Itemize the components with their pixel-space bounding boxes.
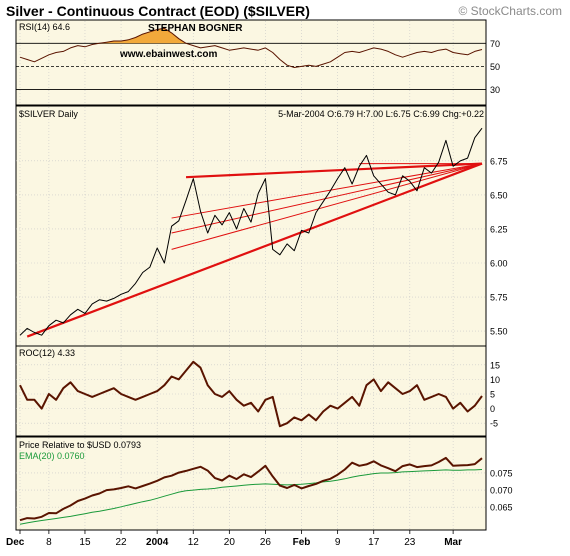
x-tick-label: 20 — [224, 537, 236, 548]
roc-panel — [15, 345, 487, 437]
trend-line — [171, 163, 483, 234]
x-tick-label: Dec — [6, 537, 25, 548]
x-tick-label: 2004 — [146, 537, 169, 548]
y-tick-label: 5 — [490, 390, 495, 400]
rsi-line — [19, 27, 483, 68]
roc-label: ROC(12) 4.33 — [19, 348, 75, 358]
stockcharts-watermark: © StockCharts.com — [458, 4, 562, 18]
trend-line — [171, 163, 483, 250]
price-panel — [15, 105, 487, 347]
x-tick-label: 26 — [260, 537, 272, 548]
y-tick-label: 10 — [490, 375, 500, 385]
price-ohlc: 5-Mar-2004 O:6.79 H:7.00 L:6.75 C:6.99 C… — [278, 109, 484, 119]
x-tick-label: 22 — [116, 537, 128, 548]
y-tick-label: 15 — [490, 360, 500, 370]
rsi-tick-label: 50 — [490, 62, 500, 72]
y-tick-label: 5.75 — [490, 293, 508, 303]
relative-label: Price Relative to $USD 0.0793 — [19, 440, 141, 450]
rsi-tick-label: 30 — [490, 85, 500, 95]
chart-title: Silver - Continuous Contract (EOD) ($SIL… — [6, 3, 310, 19]
x-tick-label: 23 — [404, 537, 416, 548]
x-tick-label: Mar — [444, 537, 462, 548]
relative-panel — [15, 436, 487, 531]
y-tick-label: 6.25 — [490, 224, 508, 234]
x-tick-label: 15 — [79, 537, 91, 548]
x-tick-label: 17 — [368, 537, 380, 548]
rsi-annotation-url: www.ebainwest.com — [119, 49, 218, 60]
rsi-overbought-fill — [99, 28, 186, 44]
y-tick-label: 0 — [490, 404, 495, 414]
series-layer — [16, 27, 486, 525]
price-line — [19, 127, 483, 336]
y-tick-label: 6.00 — [490, 259, 508, 269]
x-tick-label: 12 — [188, 537, 200, 548]
rsi-annotation-name: STEPHAN BOGNER — [148, 23, 243, 34]
rsi-panel — [15, 19, 487, 106]
y-tick-label: 6.50 — [490, 190, 508, 200]
y-tick-label: 0.075 — [490, 468, 513, 478]
y-tick-label: 6.75 — [490, 156, 508, 166]
x-tick-label: 9 — [335, 537, 341, 548]
ema-line — [19, 469, 483, 525]
y-tick-label: 0.065 — [490, 503, 513, 513]
trend-line — [185, 162, 483, 179]
x-axis: Dec 8 15 22 2004 12 20 26 Feb 9 17 23 Mar — [6, 530, 462, 548]
y-tick-label: 0.070 — [490, 486, 513, 496]
relative-ema-label: EMA(20) 0.0760 — [19, 451, 85, 461]
x-tick-label: Feb — [293, 537, 311, 548]
trend-line — [26, 162, 483, 338]
grid-layer: 7050306.756.506.256.005.755.50151050-50.… — [16, 21, 513, 529]
y-tick-label: -5 — [490, 419, 498, 429]
x-tick-label: 8 — [46, 537, 52, 548]
relative-line — [19, 456, 483, 522]
roc-line — [19, 360, 483, 428]
rsi-tick-label: 70 — [490, 39, 500, 49]
price-label: $SILVER Daily — [19, 109, 78, 119]
y-tick-label: 5.50 — [490, 327, 508, 337]
rsi-label: RSI(14) 64.6 — [19, 22, 70, 32]
